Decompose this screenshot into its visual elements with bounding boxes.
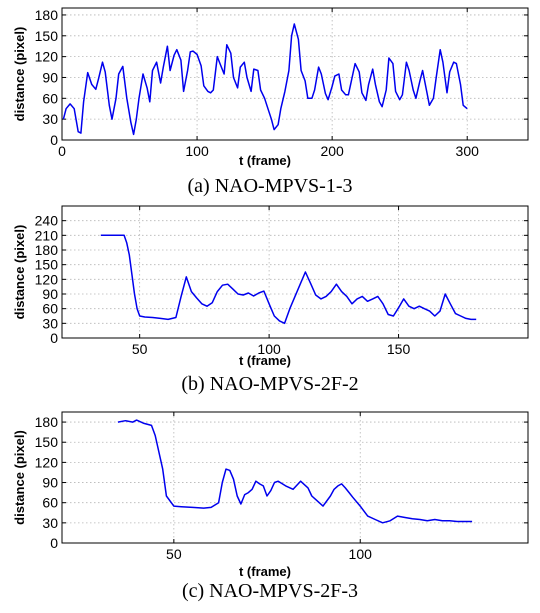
plot-area-frame: [61, 7, 529, 141]
y-tick-label: 0: [50, 535, 58, 551]
y-tick-label: 90: [42, 69, 58, 85]
y-tick-label: 30: [42, 111, 58, 127]
y-tick-label: 240: [35, 213, 59, 229]
y-tick-label: 180: [35, 7, 59, 23]
series-line: [117, 419, 473, 524]
series-line: [100, 234, 477, 325]
y-tick-label: 120: [35, 454, 59, 470]
y-tick-label: 120: [35, 49, 59, 65]
x-tick-label: 200: [320, 143, 344, 159]
x-tick-label: 150: [387, 341, 411, 357]
y-tick-label: 180: [35, 242, 59, 258]
figure-caption: (b) NAO-MPVS-2F-2: [181, 373, 358, 395]
plot-area-frame: [61, 205, 529, 339]
y-axis-label: distance (pixel): [12, 225, 27, 320]
y-tick-label: 60: [42, 90, 58, 106]
y-tick-label: 60: [42, 301, 58, 317]
x-tick-label: 0: [58, 143, 66, 159]
x-tick-label: 100: [185, 143, 209, 159]
y-tick-label: 120: [35, 271, 59, 287]
plot-area-frame: [61, 411, 529, 544]
y-axis-label: distance (pixel): [12, 27, 27, 122]
y-tick-label: 150: [35, 257, 59, 273]
y-tick-label: 180: [35, 414, 59, 430]
x-axis-label: t (frame): [239, 153, 291, 168]
y-tick-label: 30: [42, 515, 58, 531]
figure-caption: (c) NAO-MPVS-2F-3: [182, 580, 358, 602]
y-tick-label: 60: [42, 495, 58, 511]
series-line: [62, 23, 468, 136]
y-tick-label: 90: [42, 286, 58, 302]
y-tick-label: 30: [42, 315, 58, 331]
x-tick-label: 50: [166, 546, 182, 562]
y-tick-label: 90: [42, 475, 58, 491]
x-tick-label: 100: [257, 341, 281, 357]
chart-panel-3: 50 100 0 30 60 90 120 150 180 t (frame) distance (…: [12, 411, 529, 602]
y-tick-label: 150: [35, 28, 59, 44]
x-tick-label: 50: [132, 341, 148, 357]
x-axis-label: t (frame): [239, 353, 291, 368]
y-tick-label: 0: [50, 330, 58, 346]
y-tick-label: 0: [50, 132, 58, 148]
x-axis-label: t (frame): [239, 564, 291, 579]
x-tick-label: 300: [456, 143, 480, 159]
y-tick-label: 150: [35, 434, 59, 450]
x-tick-label: 100: [349, 546, 373, 562]
y-axis-label: distance (pixel): [12, 430, 27, 525]
figure-caption: (a) NAO-MPVS-1-3: [188, 175, 353, 197]
y-tick-label: 210: [35, 227, 59, 243]
